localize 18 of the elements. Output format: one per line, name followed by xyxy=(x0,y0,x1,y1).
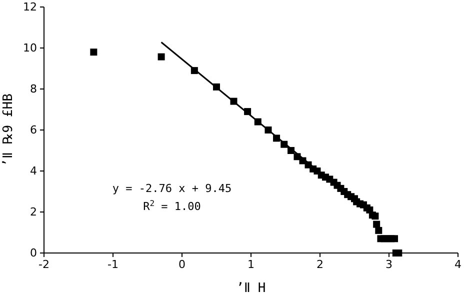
y-axis-title: ʼⅡ ℞9 £HB xyxy=(1,93,16,166)
annotation: R$^{2}$ = 1.00 xyxy=(143,198,201,213)
x-axis-title: ʼⅡ H xyxy=(236,281,266,296)
y-tick-label: 4 xyxy=(30,164,37,178)
annotation: y = -2.76 x + 9.45 xyxy=(112,182,232,195)
x-tick-label: 2 xyxy=(316,258,324,271)
y-tick-label: 12 xyxy=(23,0,37,14)
x-tick-label: 3 xyxy=(386,258,392,271)
x-tick-label: 4 xyxy=(454,258,462,271)
x-tick-label: -2 xyxy=(38,258,50,271)
y-tick-label: 0 xyxy=(30,246,37,260)
y-tick-label: 6 xyxy=(30,124,37,137)
y-tick-label: 10 xyxy=(23,42,37,55)
y-tick-label: 8 xyxy=(30,82,37,96)
x-tick-label: 1 xyxy=(248,258,254,271)
y-tick-label: 2 xyxy=(30,206,37,219)
x-tick-label: -1 xyxy=(108,258,118,271)
x-tick-label: 0 xyxy=(178,258,186,271)
